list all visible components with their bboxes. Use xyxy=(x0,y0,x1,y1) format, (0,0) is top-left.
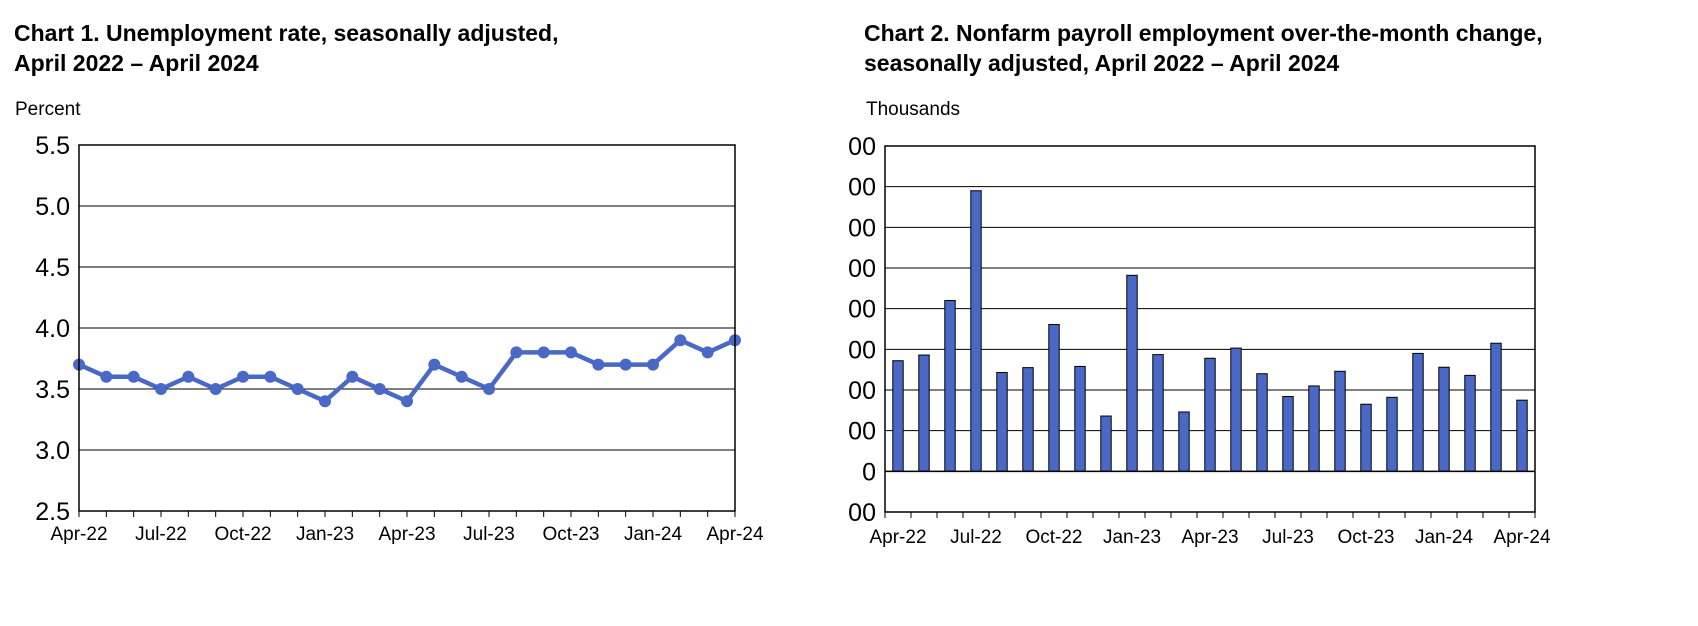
payroll-bar-chart: -100 0 100 200 300 400 500 600 700 800 Apr-22 Jul-2… xyxy=(849,133,1551,548)
data-point xyxy=(592,358,605,371)
bar xyxy=(1282,396,1294,472)
payroll-chart-panel: Chart 2. Nonfarm payroll employment over… xyxy=(849,0,1698,626)
x-tick-label: Oct-23 xyxy=(542,524,599,545)
x-tick-label: Apr-23 xyxy=(378,524,435,545)
bar xyxy=(1022,367,1034,472)
bar xyxy=(1256,373,1268,472)
data-point xyxy=(155,383,167,395)
data-point xyxy=(291,383,304,395)
x-tick-label: Oct-22 xyxy=(1025,527,1082,548)
y-tick-label: 2.5 xyxy=(35,498,70,526)
bar xyxy=(1230,347,1242,472)
data-point xyxy=(619,358,632,371)
bar xyxy=(1204,357,1216,472)
data-point xyxy=(455,370,468,383)
y-tick-label: 100 xyxy=(849,418,876,446)
x-tick-label: Jul-22 xyxy=(135,524,187,545)
x-tick-label: Jan-23 xyxy=(296,524,354,545)
y-tick-label: 200 xyxy=(849,377,876,405)
data-point xyxy=(346,370,359,383)
chart-1-y-axis-label: Percent xyxy=(15,99,81,120)
bar xyxy=(1438,366,1450,472)
x-tick-label: Jan-23 xyxy=(1103,527,1161,548)
series-line xyxy=(78,337,736,404)
data-point xyxy=(510,346,523,359)
y-tick-label: 4.0 xyxy=(35,315,70,343)
y-tick-label: 700 xyxy=(849,174,876,202)
y-tick-label: 4.5 xyxy=(35,254,70,282)
bar xyxy=(918,354,930,472)
chart-1-title: Chart 1. Unemployment rate, seasonally a… xyxy=(14,18,559,78)
chart-2-title-line-2: seasonally adjusted, April 2022 – April … xyxy=(864,50,1340,76)
data-point xyxy=(319,395,331,408)
y-tick-label: 5.0 xyxy=(35,193,70,221)
x-tick-label: Jul-23 xyxy=(463,524,515,545)
data-point xyxy=(100,370,113,383)
y-tick-label: 600 xyxy=(849,214,876,242)
bar xyxy=(1412,352,1424,472)
y-tick-label: 400 xyxy=(849,296,876,324)
bar xyxy=(1126,274,1138,472)
y-tick-label: 5.5 xyxy=(35,132,70,160)
bar xyxy=(1048,324,1060,472)
bar xyxy=(1386,396,1398,472)
bar xyxy=(892,360,904,472)
data-point xyxy=(182,370,195,383)
bar xyxy=(1152,354,1164,472)
data-point xyxy=(483,383,495,395)
x-tick-label: Apr-24 xyxy=(1493,527,1550,548)
data-point xyxy=(537,346,550,359)
x-tick-label: Apr-24 xyxy=(706,524,763,545)
data-point xyxy=(209,383,222,395)
y-tick-label: 800 xyxy=(849,133,876,161)
bar xyxy=(1360,403,1372,472)
y-tick-label: 3.5 xyxy=(35,376,70,404)
data-point xyxy=(127,370,140,383)
y-tick-label: -100 xyxy=(849,499,876,527)
bar xyxy=(1516,399,1528,472)
x-tick-label: Jan-24 xyxy=(624,524,683,545)
y-tick-label: 0 xyxy=(862,458,876,486)
data-point xyxy=(701,346,714,359)
x-tick-label: Apr-22 xyxy=(869,527,926,548)
unemployment-line-chart: 2.5 3.0 3.5 4.0 4.5 5.0 5.5 Apr-22 Jul-22 Oct-22 J… xyxy=(35,132,764,545)
y-tick-label: 300 xyxy=(849,336,876,364)
bar xyxy=(1074,365,1086,472)
data-point xyxy=(674,334,687,347)
data-point xyxy=(428,358,441,371)
x-tick-label: Apr-22 xyxy=(50,524,107,545)
x-tick-label: Oct-22 xyxy=(214,524,271,545)
chart-2-title-line-1: Chart 2. Nonfarm payroll employment over… xyxy=(864,20,1543,46)
data-point xyxy=(647,358,659,371)
chart-2-title: Chart 2. Nonfarm payroll employment over… xyxy=(864,18,1543,78)
bar xyxy=(1100,415,1112,472)
x-tick-label: Jul-22 xyxy=(950,527,1002,548)
x-tick-label: Apr-23 xyxy=(1181,527,1238,548)
bar xyxy=(1178,411,1190,472)
bar xyxy=(996,372,1008,472)
y-tick-label: 3.0 xyxy=(35,437,70,465)
bar xyxy=(1334,370,1346,472)
chart-2-y-axis-label: Thousands xyxy=(866,99,961,120)
plot-frame xyxy=(884,145,1536,513)
x-tick-label: Jan-24 xyxy=(1415,527,1474,548)
x-tick-label: Jul-23 xyxy=(1262,527,1314,548)
chart-1-title-line-1: Chart 1. Unemployment rate, seasonally a… xyxy=(14,20,559,46)
y-tick-label: 500 xyxy=(849,255,876,283)
bar xyxy=(1490,342,1502,472)
bar xyxy=(970,190,982,472)
data-point xyxy=(401,395,413,408)
data-point xyxy=(373,383,386,395)
chart-1-title-line-2: April 2022 – April 2024 xyxy=(14,50,259,76)
data-point xyxy=(565,346,577,359)
bar xyxy=(944,300,956,472)
bar xyxy=(1308,385,1320,472)
bar xyxy=(1464,374,1476,472)
data-point xyxy=(237,370,249,383)
unemployment-chart-panel: Chart 1. Unemployment rate, seasonally a… xyxy=(14,18,764,545)
x-tick-label: Oct-23 xyxy=(1337,527,1394,548)
data-point xyxy=(264,370,277,383)
